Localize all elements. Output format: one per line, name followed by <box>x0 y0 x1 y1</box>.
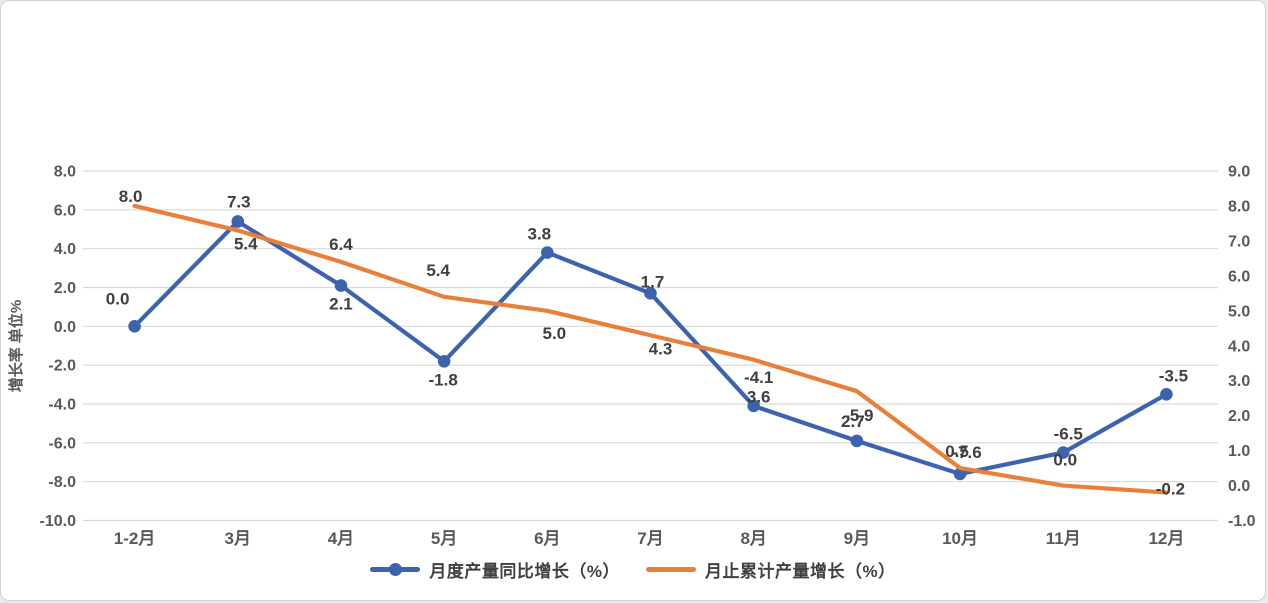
data-label: 1.7 <box>641 272 665 291</box>
legend-label-monthly-growth: 月度产量同比增长（%） <box>429 562 620 581</box>
svg-text:8月: 8月 <box>740 529 766 548</box>
svg-text:8.0: 8.0 <box>1228 198 1250 215</box>
data-label: 0.0 <box>1053 451 1077 470</box>
svg-text:0.0: 0.0 <box>54 319 76 336</box>
legend-label-cumulative-growth: 月止累计产量增长（%） <box>705 562 896 581</box>
data-point-marker <box>953 467 967 481</box>
svg-text:7.0: 7.0 <box>1228 233 1250 250</box>
svg-text:3.0: 3.0 <box>1228 373 1250 390</box>
svg-text:0.0: 0.0 <box>1228 478 1250 495</box>
right-axis-ticks: 9.0 8.0 7.0 6.0 5.0 4.0 3.0 2.0 1.0 0.0 -1.0 <box>1228 164 1256 531</box>
data-label: -1.8 <box>428 370 457 389</box>
data-label: -3.5 <box>1159 366 1188 385</box>
data-label: -4.1 <box>744 368 773 387</box>
legend-item-monthly-growth: 月度产量同比增长（%） <box>370 557 620 582</box>
data-label: 8.0 <box>119 187 143 206</box>
svg-text:11月: 11月 <box>1046 529 1081 548</box>
series-cumulative-line <box>132 203 1169 495</box>
svg-text:4.0: 4.0 <box>1228 338 1250 355</box>
svg-text:-1.0: -1.0 <box>1228 513 1256 530</box>
data-label: 2.7 <box>841 412 865 431</box>
legend-dot-icon <box>388 563 402 576</box>
data-label: -0.2 <box>1156 480 1185 499</box>
svg-text:1-2月: 1-2月 <box>114 529 156 548</box>
svg-text:1.0: 1.0 <box>1228 443 1250 460</box>
data-point-marker <box>541 246 554 259</box>
svg-text:-10.0: -10.0 <box>40 513 77 530</box>
x-axis-labels: 1-2月 3月 4月 5月 6月 7月 8月 9月 10月 11月 12月 <box>114 529 1185 548</box>
data-point-marker <box>128 320 141 333</box>
data-point-marker <box>644 287 657 300</box>
data-label: 5.0 <box>542 324 566 343</box>
data-point-marker <box>850 434 864 448</box>
svg-text:-8.0: -8.0 <box>48 474 76 491</box>
svg-text:9月: 9月 <box>844 529 870 548</box>
left-axis-title: 增长率 单位% <box>7 300 25 393</box>
data-label: 0.0 <box>106 289 130 308</box>
data-point-marker <box>231 215 245 228</box>
svg-text:-4.0: -4.0 <box>48 397 76 414</box>
chart-legend: 月度产量同比增长（%） 月止累计产量增长（%） <box>1 557 1265 582</box>
data-point-marker <box>1056 446 1070 459</box>
svg-text:7月: 7月 <box>637 529 663 548</box>
svg-text:5月: 5月 <box>431 529 457 548</box>
svg-text:5.0: 5.0 <box>1228 303 1250 320</box>
line-chart: 8.0 6.0 4.0 2.0 0.0 -2.0 -4.0 -6.0 -8.0 -10.0 9.0 8… <box>7 164 1256 549</box>
svg-text:12月: 12月 <box>1148 529 1184 548</box>
svg-text:6.0: 6.0 <box>54 202 76 219</box>
data-labels-cumulative: 8.0 7.3 6.4 5.4 5.0 4.3 3.6 2.7 0.5 0.0 -0.2 <box>119 187 1185 499</box>
legend-item-cumulative-growth: 月止累计产量增长（%） <box>646 557 896 582</box>
data-point-marker <box>1160 387 1173 401</box>
svg-text:-6.0: -6.0 <box>48 435 76 452</box>
data-label: 4.3 <box>649 339 673 358</box>
data-label: 7.3 <box>227 192 251 211</box>
data-label: 5.4 <box>426 261 450 280</box>
data-label: 2.1 <box>329 295 353 314</box>
data-label: 3.8 <box>527 225 551 244</box>
data-point-marker <box>334 279 348 292</box>
svg-text:4.0: 4.0 <box>54 241 76 258</box>
series-monthly-line <box>128 215 1173 481</box>
data-label: 5.4 <box>234 234 258 253</box>
data-point-marker <box>437 354 451 368</box>
svg-text:-2.0: -2.0 <box>48 358 76 375</box>
legend-line-dot-icon <box>370 563 421 576</box>
gridlines <box>83 170 1218 522</box>
data-label: 6.4 <box>329 235 353 254</box>
svg-text:9.0: 9.0 <box>1228 164 1250 181</box>
data-labels-monthly: 0.0 5.4 2.1 -1.8 3.8 1.7 -4.1 -5.9 -7.6 -6.5 -3.5 <box>106 225 1188 462</box>
svg-text:2.0: 2.0 <box>1228 408 1250 425</box>
data-label: 0.5 <box>945 442 969 461</box>
data-label: -6.5 <box>1054 425 1083 444</box>
left-axis-ticks: 8.0 6.0 4.0 2.0 0.0 -2.0 -4.0 -6.0 -8.0 -10.0 <box>40 164 77 531</box>
svg-text:6.0: 6.0 <box>1228 268 1250 285</box>
svg-text:6月: 6月 <box>534 529 560 548</box>
legend-line-icon <box>646 567 696 572</box>
data-label: 3.6 <box>747 388 771 407</box>
svg-text:2.0: 2.0 <box>54 280 76 297</box>
svg-text:3月: 3月 <box>225 529 251 548</box>
data-label: -5.9 <box>844 406 873 425</box>
data-label: -7.6 <box>952 443 981 462</box>
svg-text:8.0: 8.0 <box>54 164 76 181</box>
svg-text:4月: 4月 <box>328 529 354 548</box>
svg-text:10月: 10月 <box>942 529 978 548</box>
data-point-marker <box>747 399 760 413</box>
